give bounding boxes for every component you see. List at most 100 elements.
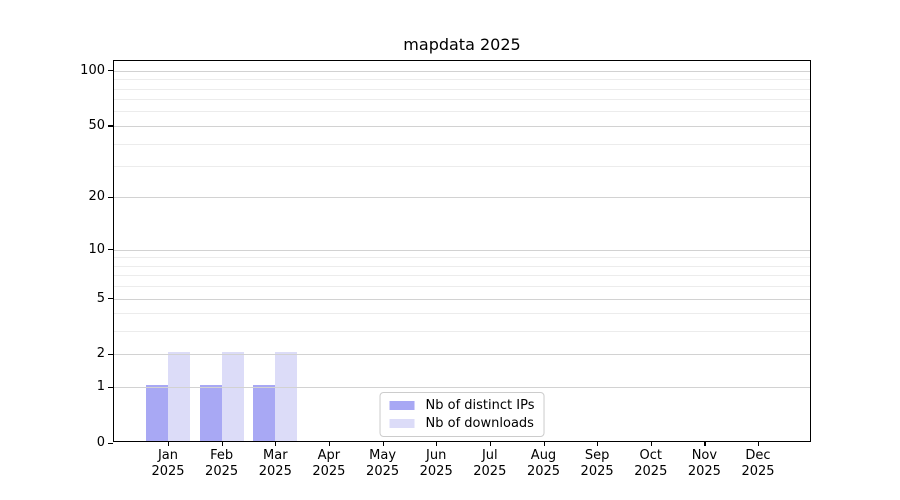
gridline-minor-30 [114,166,810,167]
x-tick-label-month: Mar [263,448,288,463]
x-tick-label-jul: Jul 2025 [463,448,517,480]
y-tick-label-20: 20 [88,189,105,205]
x-tick-mar [275,441,277,446]
x-tick-label-month: May [369,448,397,463]
gridline-major-2 [114,354,810,356]
bar-distinct-ips-mar [253,385,276,441]
y-tick-label-0: 0 [96,435,105,450]
gridline-minor-4 [114,313,810,315]
gridline-minor-60 [114,111,810,113]
gridline-minor-70 [114,99,810,101]
x-tick-jun [436,441,438,446]
legend-swatch-distinct-ips-icon [389,401,415,410]
x-tick-label-nov: Nov 2025 [677,448,731,480]
x-tick-oct [650,441,652,446]
x-tick-label-month: Jul [481,448,498,463]
gridline-minor-6 [114,286,810,288]
y-tick-label-100: 100 [80,62,105,78]
x-tick-label-year: 2025 [580,464,614,479]
legend: Nb of distinct IPs Nb of downloads [379,392,545,437]
x-tick-label-year: 2025 [741,464,775,479]
legend-item-downloads: Nb of downloads [389,416,535,431]
x-tick-label-month: Feb [210,448,234,463]
x-tick-label-jun: Jun 2025 [409,448,463,480]
gridline-minor-3 [114,331,810,333]
y-tick-label-2: 2 [96,346,105,362]
x-tick-label-month: Apr [317,448,341,463]
gridline-major-20 [114,197,810,199]
legend-label-distinct-ips: Nb of distinct IPs [425,398,535,413]
y-tick-label-5: 5 [96,290,105,306]
x-tick-label-year: 2025 [312,464,346,479]
x-tick-aug [543,441,545,446]
y-tick-2 [108,353,113,356]
y-tick-100 [108,70,113,72]
x-tick-label-year: 2025 [205,464,239,479]
x-tick-label-month: Jun [426,448,447,463]
gridline-major-50 [114,125,810,127]
gridline-minor-8 [114,265,810,267]
x-tick-label-aug: Aug 2025 [517,448,571,480]
x-tick-label-month: Nov [691,448,718,463]
bar-distinct-ips-feb [199,385,222,441]
y-tick-5 [108,298,113,300]
gridline-minor-9 [114,257,810,259]
gridline-major-1 [114,387,810,389]
gridline-major-100 [114,70,810,72]
gridline-minor-80 [114,88,810,90]
x-tick-label-year: 2025 [473,464,507,479]
y-tick-1 [108,386,113,388]
x-tick-label-month: Jan [157,448,179,463]
bar-downloads-feb [221,352,244,441]
x-tick-jan [168,441,170,446]
x-tick-nov [704,441,706,446]
x-tick-label-year: 2025 [526,464,561,479]
x-tick-label-year: 2025 [634,464,668,479]
y-tick-50 [108,125,113,127]
x-tick-label-month: Aug [530,448,557,463]
y-tick-label-1: 1 [96,379,105,395]
legend-label-downloads: Nb of downloads [425,416,534,431]
x-tick-jul [489,441,491,446]
gridline-minor-7 [114,275,810,277]
x-tick-label-year: 2025 [419,464,453,479]
bars-layer [114,61,810,441]
x-tick-label-mar: Mar 2025 [248,448,302,480]
x-tick-label-month: Dec [745,448,771,463]
x-tick-sep [597,441,599,446]
x-tick-may [382,441,384,446]
x-tick-label-year: 2025 [366,464,400,479]
chart-title: mapdata 2025 [403,35,521,54]
legend-item-distinct-ips: Nb of distinct IPs [389,398,535,413]
bar-downloads-jan [168,352,190,441]
grid-layer [114,61,810,441]
y-tick-20 [108,196,113,199]
plot-area: 0 1 2 5 10 20 50 100 Jan 2025 Feb 2025 Mar 2025 Apr 20… [80,60,811,479]
gridline-minor-40 [114,143,810,145]
x-tick-label-year: 2025 [258,464,292,479]
x-tick-label-may: May 2025 [356,448,410,480]
x-tick-label-dec: Dec 2025 [731,448,785,480]
bar-distinct-ips-jan [146,385,168,441]
x-tick-label-year: 2025 [687,464,721,479]
gridline-minor-90 [114,79,810,81]
y-tick-label-50: 50 [88,117,105,133]
x-tick-label-apr: Apr 2025 [302,448,356,480]
x-tick-dec [758,441,760,446]
x-tick-label-month: Sep [584,448,610,463]
y-tick-label-10: 10 [88,241,105,257]
x-axis-layer: Jan 2025 Feb 2025 Mar 2025 Apr 2025 May 2025 Jun 20… [114,61,810,479]
x-tick-label-oct: Oct 2025 [624,448,678,480]
bar-downloads-mar [275,352,298,441]
gridline-major-5 [114,298,810,300]
legend-swatch-downloads-icon [389,419,415,428]
x-tick-label-sep: Sep 2025 [570,448,624,480]
x-tick-label-jan: Jan 2025 [141,448,195,480]
x-tick-feb [221,441,223,446]
x-tick-label-month: Oct [639,448,663,463]
x-tick-apr [328,441,331,446]
x-tick-label-feb: Feb 2025 [195,448,249,480]
x-tick-label-year: 2025 [151,464,185,479]
y-axis-layer: 0 1 2 5 10 20 50 100 [80,61,810,450]
